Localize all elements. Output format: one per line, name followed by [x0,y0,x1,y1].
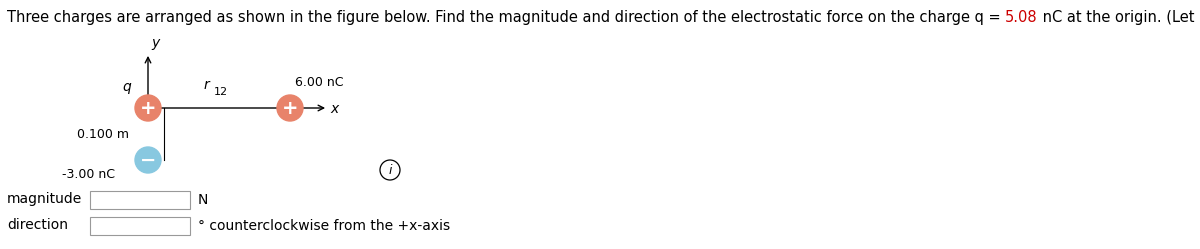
Text: −: − [140,150,156,170]
Text: q: q [122,80,131,94]
Text: i: i [389,164,391,177]
Text: 12: 12 [214,87,228,97]
Text: -3.00 nC: -3.00 nC [62,168,115,181]
Text: Three charges are arranged as shown in the figure below. Find the magnitude and : Three charges are arranged as shown in t… [7,10,1006,25]
Text: y: y [151,36,160,50]
Text: N: N [198,193,209,207]
FancyBboxPatch shape [90,191,190,209]
FancyBboxPatch shape [90,217,190,235]
Text: ° counterclockwise from the +x-axis: ° counterclockwise from the +x-axis [198,219,450,233]
Text: +: + [139,99,156,118]
Text: x: x [330,102,338,116]
Text: 5.08: 5.08 [1006,10,1038,25]
Circle shape [380,160,400,180]
Circle shape [277,95,302,121]
Text: magnitude: magnitude [7,192,83,206]
Circle shape [134,147,161,173]
Text: +: + [282,99,299,118]
Text: 0.100 m: 0.100 m [77,127,130,140]
Circle shape [134,95,161,121]
Text: direction: direction [7,218,68,232]
Text: nC at the origin. (Let r: nC at the origin. (Let r [1038,10,1200,25]
Text: r: r [204,78,210,92]
Text: 6.00 nC: 6.00 nC [295,76,343,89]
